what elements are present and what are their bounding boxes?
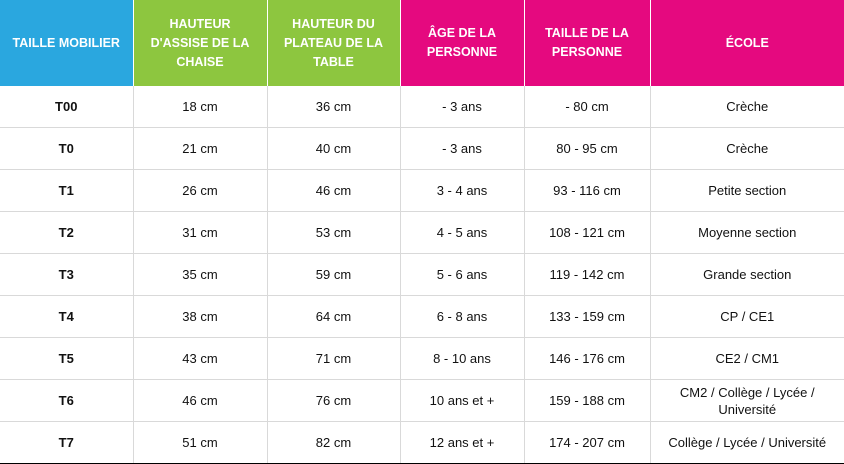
table-row: T5 43 cm 71 cm 8 - 10 ans 146 - 176 cm CE2 / … (0, 337, 844, 380)
cell-age: 12 ans et + (400, 421, 525, 464)
table-row: T00 18 cm 36 cm - 3 ans - 80 cm Crèche (0, 86, 844, 128)
cell-height: 146 - 176 cm (524, 337, 651, 380)
cell-age: - 3 ans (400, 127, 525, 170)
header-school: ÉCOLE (650, 0, 844, 86)
cell-size: T0 (0, 127, 134, 170)
cell-size: T5 (0, 337, 134, 380)
cell-school: CE2 / CM1 (650, 337, 844, 380)
cell-seat-height: 35 cm (133, 253, 268, 296)
cell-table-height: 40 cm (267, 127, 401, 170)
table-row: T0 21 cm 40 cm - 3 ans 80 - 95 cm Crèche (0, 127, 844, 170)
header-table-top-height: HAUTEUR DU PLATEAU DE LA TABLE (267, 0, 401, 86)
cell-age: 10 ans et + (400, 379, 525, 422)
cell-school: Crèche (650, 86, 844, 128)
table-row: T3 35 cm 59 cm 5 - 6 ans 119 - 142 cm Grande … (0, 253, 844, 296)
cell-size: T4 (0, 295, 134, 338)
cell-seat-height: 43 cm (133, 337, 268, 380)
cell-seat-height: 51 cm (133, 421, 268, 464)
cell-height: 108 - 121 cm (524, 211, 651, 254)
cell-size: T7 (0, 421, 134, 464)
cell-table-height: 46 cm (267, 169, 401, 212)
table-row: T7 51 cm 82 cm 12 ans et +174 - 207 cm Collè… (0, 421, 844, 464)
cell-height: 93 - 116 cm (524, 169, 651, 212)
cell-school: CP / CE1 (650, 295, 844, 338)
cell-seat-height: 46 cm (133, 379, 268, 422)
cell-table-height: 64 cm (267, 295, 401, 338)
cell-height: 174 - 207 cm (524, 421, 651, 464)
cell-table-height: 59 cm (267, 253, 401, 296)
cell-school: Petite section (650, 169, 844, 212)
cell-school: Grande section (650, 253, 844, 296)
header-row: TAILLE MOBILIER HAUTEUR D'ASSISE DE LA CH… (0, 0, 844, 86)
cell-seat-height: 26 cm (133, 169, 268, 212)
cell-table-height: 53 cm (267, 211, 401, 254)
cell-age: 6 - 8 ans (400, 295, 525, 338)
cell-school: Collège / Lycée / Université (650, 421, 844, 464)
table-body: T00 18 cm 36 cm - 3 ans - 80 cm Crèche T0 21 cm… (0, 86, 844, 464)
cell-school: Moyenne section (650, 211, 844, 254)
cell-table-height: 36 cm (267, 86, 401, 128)
table-header: TAILLE MOBILIER HAUTEUR D'ASSISE DE LA CH… (0, 0, 844, 86)
cell-height: 80 - 95 cm (524, 127, 651, 170)
cell-size: T2 (0, 211, 134, 254)
cell-school: CM2 / Collège / Lycée / Université (650, 379, 844, 422)
table-row: T4 38 cm 64 cm 6 - 8 ans 133 - 159 cm CP / CE… (0, 295, 844, 338)
table-row: T6 46 cm 76 cm 10 ans et +159 - 188 cm CM2 /… (0, 379, 844, 422)
header-furniture-size: TAILLE MOBILIER (0, 0, 134, 86)
cell-seat-height: 18 cm (133, 86, 268, 128)
cell-size: T00 (0, 86, 134, 128)
cell-size: T3 (0, 253, 134, 296)
header-chair-seat-height: HAUTEUR D'ASSISE DE LA CHAISE (133, 0, 268, 86)
cell-height: - 80 cm (524, 86, 651, 128)
cell-age: 5 - 6 ans (400, 253, 525, 296)
cell-seat-height: 38 cm (133, 295, 268, 338)
header-person-age: ÂGE DE LA PERSONNE (400, 0, 525, 86)
table-row: T2 31 cm 53 cm 4 - 5 ans 108 - 121 cm Moyenne… (0, 211, 844, 254)
cell-school: Crèche (650, 127, 844, 170)
cell-age: 3 - 4 ans (400, 169, 525, 212)
cell-age: 8 - 10 ans (400, 337, 525, 380)
cell-size: T1 (0, 169, 134, 212)
cell-table-height: 76 cm (267, 379, 401, 422)
cell-table-height: 82 cm (267, 421, 401, 464)
cell-age: - 3 ans (400, 86, 525, 128)
header-person-height: TAILLE DE LA PERSONNE (524, 0, 651, 86)
table-row: T1 26 cm 46 cm 3 - 4 ans 93 - 116 cm Petite s… (0, 169, 844, 212)
cell-size: T6 (0, 379, 134, 422)
cell-age: 4 - 5 ans (400, 211, 525, 254)
cell-table-height: 71 cm (267, 337, 401, 380)
cell-height: 119 - 142 cm (524, 253, 651, 296)
cell-seat-height: 31 cm (133, 211, 268, 254)
cell-height: 159 - 188 cm (524, 379, 651, 422)
cell-height: 133 - 159 cm (524, 295, 651, 338)
cell-seat-height: 21 cm (133, 127, 268, 170)
